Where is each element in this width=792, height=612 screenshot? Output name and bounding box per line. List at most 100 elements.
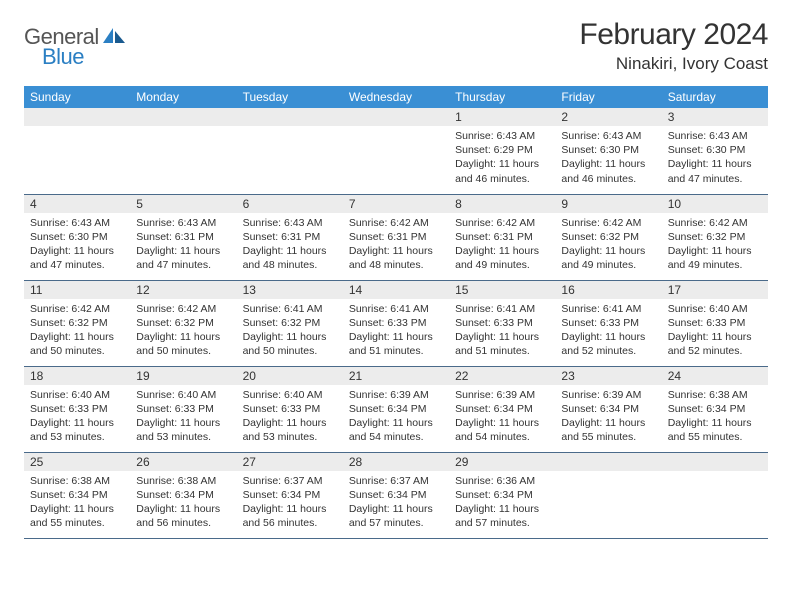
calendar-cell: 29Sunrise: 6:36 AMSunset: 6:34 PMDayligh… <box>449 452 555 538</box>
calendar-cell <box>130 108 236 194</box>
day-number: 29 <box>449 453 555 471</box>
day-number: 28 <box>343 453 449 471</box>
day-content: Sunrise: 6:38 AMSunset: 6:34 PMDaylight:… <box>130 471 236 535</box>
day-number <box>662 453 768 471</box>
calendar-week-row: 1Sunrise: 6:43 AMSunset: 6:29 PMDaylight… <box>24 108 768 194</box>
calendar-cell: 5Sunrise: 6:43 AMSunset: 6:31 PMDaylight… <box>130 194 236 280</box>
day-number <box>555 453 661 471</box>
day-number: 22 <box>449 367 555 385</box>
day-number: 9 <box>555 195 661 213</box>
day-number: 2 <box>555 108 661 126</box>
day-number: 5 <box>130 195 236 213</box>
calendar-cell: 28Sunrise: 6:37 AMSunset: 6:34 PMDayligh… <box>343 452 449 538</box>
calendar-cell: 4Sunrise: 6:43 AMSunset: 6:30 PMDaylight… <box>24 194 130 280</box>
day-number: 17 <box>662 281 768 299</box>
calendar-cell <box>343 108 449 194</box>
month-title: February 2024 <box>579 18 768 52</box>
weekday-header: Wednesday <box>343 86 449 108</box>
weekday-header: Saturday <box>662 86 768 108</box>
day-number: 18 <box>24 367 130 385</box>
calendar-cell: 6Sunrise: 6:43 AMSunset: 6:31 PMDaylight… <box>237 194 343 280</box>
day-number: 15 <box>449 281 555 299</box>
day-content <box>662 471 768 478</box>
calendar-cell: 2Sunrise: 6:43 AMSunset: 6:30 PMDaylight… <box>555 108 661 194</box>
day-content <box>24 126 130 133</box>
weekday-header: Tuesday <box>237 86 343 108</box>
day-number <box>24 108 130 126</box>
calendar-cell: 22Sunrise: 6:39 AMSunset: 6:34 PMDayligh… <box>449 366 555 452</box>
day-number: 10 <box>662 195 768 213</box>
day-content: Sunrise: 6:42 AMSunset: 6:31 PMDaylight:… <box>449 213 555 277</box>
calendar-cell: 1Sunrise: 6:43 AMSunset: 6:29 PMDaylight… <box>449 108 555 194</box>
day-number: 19 <box>130 367 236 385</box>
day-content: Sunrise: 6:39 AMSunset: 6:34 PMDaylight:… <box>555 385 661 449</box>
day-content: Sunrise: 6:42 AMSunset: 6:32 PMDaylight:… <box>24 299 130 363</box>
calendar-body: 1Sunrise: 6:43 AMSunset: 6:29 PMDaylight… <box>24 108 768 538</box>
day-content: Sunrise: 6:41 AMSunset: 6:32 PMDaylight:… <box>237 299 343 363</box>
day-content: Sunrise: 6:43 AMSunset: 6:31 PMDaylight:… <box>130 213 236 277</box>
calendar-cell <box>555 452 661 538</box>
calendar-cell: 11Sunrise: 6:42 AMSunset: 6:32 PMDayligh… <box>24 280 130 366</box>
header: General February 2024 Ninakiri, Ivory Co… <box>24 18 768 74</box>
day-number: 21 <box>343 367 449 385</box>
day-content: Sunrise: 6:42 AMSunset: 6:32 PMDaylight:… <box>555 213 661 277</box>
day-content: Sunrise: 6:38 AMSunset: 6:34 PMDaylight:… <box>24 471 130 535</box>
calendar-cell: 23Sunrise: 6:39 AMSunset: 6:34 PMDayligh… <box>555 366 661 452</box>
calendar-week-row: 25Sunrise: 6:38 AMSunset: 6:34 PMDayligh… <box>24 452 768 538</box>
calendar-cell: 20Sunrise: 6:40 AMSunset: 6:33 PMDayligh… <box>237 366 343 452</box>
day-number <box>237 108 343 126</box>
calendar-cell: 15Sunrise: 6:41 AMSunset: 6:33 PMDayligh… <box>449 280 555 366</box>
day-number: 7 <box>343 195 449 213</box>
calendar-cell: 14Sunrise: 6:41 AMSunset: 6:33 PMDayligh… <box>343 280 449 366</box>
day-content: Sunrise: 6:40 AMSunset: 6:33 PMDaylight:… <box>130 385 236 449</box>
day-content: Sunrise: 6:41 AMSunset: 6:33 PMDaylight:… <box>343 299 449 363</box>
day-content: Sunrise: 6:43 AMSunset: 6:30 PMDaylight:… <box>555 126 661 190</box>
calendar-cell <box>237 108 343 194</box>
day-content: Sunrise: 6:42 AMSunset: 6:32 PMDaylight:… <box>662 213 768 277</box>
day-content <box>237 126 343 133</box>
day-number: 27 <box>237 453 343 471</box>
calendar-cell: 19Sunrise: 6:40 AMSunset: 6:33 PMDayligh… <box>130 366 236 452</box>
day-content: Sunrise: 6:37 AMSunset: 6:34 PMDaylight:… <box>237 471 343 535</box>
day-number: 16 <box>555 281 661 299</box>
day-number: 12 <box>130 281 236 299</box>
day-number: 1 <box>449 108 555 126</box>
day-number: 8 <box>449 195 555 213</box>
day-content: Sunrise: 6:42 AMSunset: 6:31 PMDaylight:… <box>343 213 449 277</box>
day-content: Sunrise: 6:39 AMSunset: 6:34 PMDaylight:… <box>449 385 555 449</box>
day-content: Sunrise: 6:39 AMSunset: 6:34 PMDaylight:… <box>343 385 449 449</box>
title-block: February 2024 Ninakiri, Ivory Coast <box>579 18 768 74</box>
calendar-week-row: 11Sunrise: 6:42 AMSunset: 6:32 PMDayligh… <box>24 280 768 366</box>
day-number: 26 <box>130 453 236 471</box>
day-content: Sunrise: 6:43 AMSunset: 6:30 PMDaylight:… <box>24 213 130 277</box>
day-number: 3 <box>662 108 768 126</box>
calendar-cell: 18Sunrise: 6:40 AMSunset: 6:33 PMDayligh… <box>24 366 130 452</box>
day-content: Sunrise: 6:36 AMSunset: 6:34 PMDaylight:… <box>449 471 555 535</box>
calendar-cell: 3Sunrise: 6:43 AMSunset: 6:30 PMDaylight… <box>662 108 768 194</box>
weekday-header: Friday <box>555 86 661 108</box>
weekday-header-row: SundayMondayTuesdayWednesdayThursdayFrid… <box>24 86 768 108</box>
calendar-cell: 24Sunrise: 6:38 AMSunset: 6:34 PMDayligh… <box>662 366 768 452</box>
day-number: 4 <box>24 195 130 213</box>
calendar-cell: 17Sunrise: 6:40 AMSunset: 6:33 PMDayligh… <box>662 280 768 366</box>
calendar-week-row: 4Sunrise: 6:43 AMSunset: 6:30 PMDaylight… <box>24 194 768 280</box>
calendar-cell: 8Sunrise: 6:42 AMSunset: 6:31 PMDaylight… <box>449 194 555 280</box>
calendar-cell: 10Sunrise: 6:42 AMSunset: 6:32 PMDayligh… <box>662 194 768 280</box>
weekday-header: Thursday <box>449 86 555 108</box>
sails-icon <box>101 25 127 50</box>
day-number: 25 <box>24 453 130 471</box>
day-content <box>343 126 449 133</box>
weekday-header: Monday <box>130 86 236 108</box>
day-content: Sunrise: 6:41 AMSunset: 6:33 PMDaylight:… <box>555 299 661 363</box>
location: Ninakiri, Ivory Coast <box>579 54 768 74</box>
weekday-header: Sunday <box>24 86 130 108</box>
day-number <box>130 108 236 126</box>
day-number: 20 <box>237 367 343 385</box>
calendar-cell: 7Sunrise: 6:42 AMSunset: 6:31 PMDaylight… <box>343 194 449 280</box>
day-content: Sunrise: 6:43 AMSunset: 6:30 PMDaylight:… <box>662 126 768 190</box>
calendar-cell: 21Sunrise: 6:39 AMSunset: 6:34 PMDayligh… <box>343 366 449 452</box>
calendar-cell <box>24 108 130 194</box>
calendar-cell: 13Sunrise: 6:41 AMSunset: 6:32 PMDayligh… <box>237 280 343 366</box>
day-content: Sunrise: 6:43 AMSunset: 6:31 PMDaylight:… <box>237 213 343 277</box>
day-content: Sunrise: 6:37 AMSunset: 6:34 PMDaylight:… <box>343 471 449 535</box>
